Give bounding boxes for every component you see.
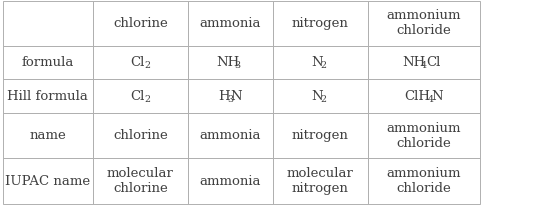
Text: molecular
nitrogen: molecular nitrogen xyxy=(287,167,354,195)
Bar xyxy=(368,46,480,79)
Bar xyxy=(368,113,480,158)
Text: Cl: Cl xyxy=(427,56,441,69)
Text: 2: 2 xyxy=(144,95,150,104)
Text: ammonium
chloride: ammonium chloride xyxy=(386,9,461,37)
Text: NH: NH xyxy=(402,56,425,69)
Text: 2: 2 xyxy=(321,61,327,70)
Bar xyxy=(188,113,272,158)
Text: NH: NH xyxy=(216,56,239,69)
Bar xyxy=(188,158,272,204)
Text: ammonium
chloride: ammonium chloride xyxy=(386,122,461,150)
Text: N: N xyxy=(312,90,323,102)
Bar xyxy=(188,46,272,79)
Text: N: N xyxy=(312,56,323,69)
Bar xyxy=(3,46,93,79)
Text: 3: 3 xyxy=(234,61,241,70)
Bar xyxy=(3,158,93,204)
Text: H: H xyxy=(218,90,230,102)
Bar xyxy=(3,113,93,158)
Text: N: N xyxy=(432,90,443,102)
Text: 4: 4 xyxy=(421,61,427,70)
Bar xyxy=(93,46,188,79)
Bar xyxy=(272,1,368,46)
Bar xyxy=(188,79,272,113)
Text: ammonia: ammonia xyxy=(199,17,261,30)
Text: nitrogen: nitrogen xyxy=(292,129,349,142)
Text: Cl: Cl xyxy=(130,56,145,69)
Text: Cl: Cl xyxy=(130,90,145,102)
Bar xyxy=(368,158,480,204)
Text: formula: formula xyxy=(21,56,74,69)
Text: 3: 3 xyxy=(227,95,233,104)
Bar xyxy=(272,46,368,79)
Bar xyxy=(93,158,188,204)
Text: ammonia: ammonia xyxy=(199,129,261,142)
Bar xyxy=(93,1,188,46)
Text: chlorine: chlorine xyxy=(113,17,168,30)
Text: name: name xyxy=(29,129,66,142)
Bar xyxy=(272,113,368,158)
Text: 4: 4 xyxy=(428,95,434,104)
Text: 2: 2 xyxy=(321,95,327,104)
Text: nitrogen: nitrogen xyxy=(292,17,349,30)
Text: ammonia: ammonia xyxy=(199,175,261,188)
Bar xyxy=(188,1,272,46)
Bar xyxy=(3,79,93,113)
Text: ClH: ClH xyxy=(404,90,431,102)
Text: N: N xyxy=(231,90,243,102)
Bar xyxy=(368,1,480,46)
Text: chlorine: chlorine xyxy=(113,129,168,142)
Text: IUPAC name: IUPAC name xyxy=(5,175,90,188)
Text: Hill formula: Hill formula xyxy=(7,90,88,102)
Text: ammonium
chloride: ammonium chloride xyxy=(386,167,461,195)
Text: molecular
chlorine: molecular chlorine xyxy=(107,167,174,195)
Text: 2: 2 xyxy=(144,61,150,70)
Bar xyxy=(3,1,93,46)
Bar xyxy=(368,79,480,113)
Bar xyxy=(272,158,368,204)
Bar xyxy=(93,113,188,158)
Bar xyxy=(272,79,368,113)
Bar xyxy=(93,79,188,113)
